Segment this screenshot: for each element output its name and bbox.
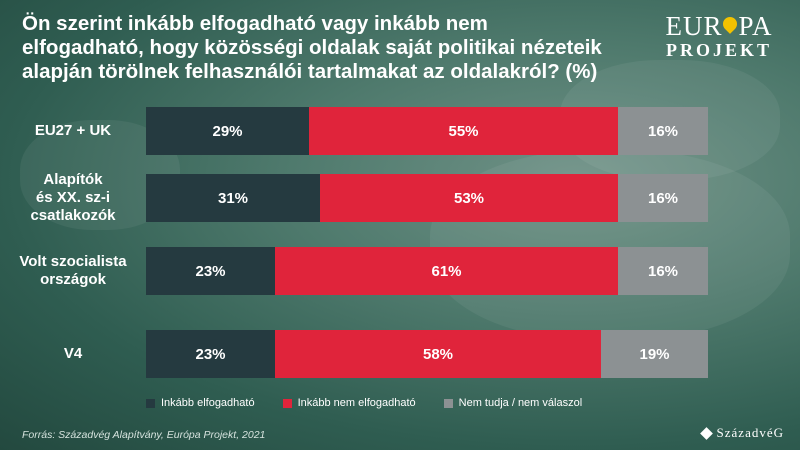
bar-segment: 16%	[618, 247, 708, 295]
legend-item: Nem tudja / nem válaszol	[443, 397, 583, 409]
legend-label: Inkább nem elfogadható	[297, 397, 416, 409]
bar-segment: 55%	[309, 107, 618, 155]
bar-segment: 23%	[146, 247, 275, 295]
data-label: 31%	[217, 189, 249, 207]
europa-projekt-logo: EUR PA PROJEKT	[654, 12, 784, 60]
legend-label: Nem tudja / nem válaszol	[458, 397, 583, 409]
szazadveg-brand: SzázadvéG	[699, 425, 784, 441]
bar-segment: 16%	[618, 107, 708, 155]
category-label: Volt szocialista országok	[19, 253, 127, 288]
legend-item: Inkább nem elfogadható	[282, 397, 416, 409]
brand-diamond-icon	[699, 426, 713, 440]
category-label: EU27 + UK	[34, 122, 112, 139]
data-label: 61%	[431, 262, 462, 280]
chart-title: Ön szerint inkább elfogadható vagy inkáb…	[22, 12, 602, 83]
data-label: 16%	[647, 122, 679, 140]
data-label: 19%	[639, 345, 670, 363]
bar-segment: 16%	[618, 174, 708, 222]
brand-text: SzázadvéG	[716, 425, 784, 440]
bar-segment: 29%	[146, 107, 309, 155]
legend-swatch	[443, 398, 453, 408]
data-label: 53%	[453, 189, 485, 207]
category-label: V4	[63, 345, 83, 362]
bar-segment: 53%	[320, 174, 618, 222]
legend-swatch	[146, 398, 155, 408]
logo-text-right: PA	[738, 11, 773, 41]
data-label: 23%	[195, 345, 226, 363]
bar-segment: 58%	[275, 330, 601, 378]
legend-label: Inkább elfogadható	[161, 397, 255, 409]
chart-legend: Inkább elfogadható Inkább nem elfogadható…	[146, 397, 610, 409]
legend-swatch	[282, 398, 292, 408]
data-label: 16%	[647, 262, 679, 280]
bar-segment: 61%	[275, 247, 618, 295]
bar-segment: 23%	[146, 330, 275, 378]
data-label: 55%	[448, 122, 479, 140]
data-label: 58%	[422, 345, 454, 363]
data-label: 29%	[212, 122, 243, 140]
logo-subtext: PROJEKT	[665, 40, 772, 60]
data-label: 23%	[195, 262, 226, 280]
category-label: Alapítók és XX. sz-i csatlakozók	[30, 171, 116, 224]
bar-segment: 31%	[146, 174, 320, 222]
bar-segment: 19%	[601, 330, 708, 378]
source-note: Forrás: Századvég Alapítvány, Európa Pro…	[22, 429, 266, 441]
data-label: 16%	[647, 189, 679, 207]
logo-text-left: EUR	[665, 11, 723, 41]
legend-item: Inkább elfogadható	[146, 397, 255, 409]
